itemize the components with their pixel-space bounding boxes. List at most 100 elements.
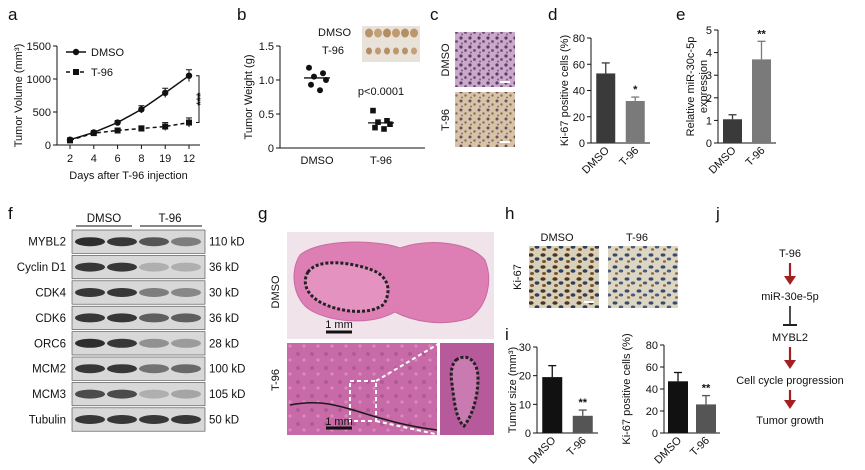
ihc-image-dmso <box>455 32 515 87</box>
chart-d-significance: * <box>633 84 638 96</box>
chart-a-xtick-label: 6 <box>115 153 121 165</box>
chart-b-ytick-label: 1.5 <box>259 41 274 53</box>
panel-letter-e: e <box>676 5 685 24</box>
panel-letter-a: a <box>8 5 18 24</box>
chart-i1-ylabel: Tumor size (mm³) <box>507 347 519 433</box>
blot-band <box>107 262 137 272</box>
chart-a-point-t96 <box>114 127 121 134</box>
chart-a-point-t96 <box>162 123 169 130</box>
blot-size-label: 30 kD <box>209 288 239 300</box>
chart-a-point-dmso <box>162 89 169 97</box>
chart-b-ytick-label: 1.0 <box>259 75 274 87</box>
blot-protein-label: Tubulin <box>29 415 66 427</box>
blot-size-label: 28 kD <box>209 338 239 350</box>
panel-letter-h: h <box>505 204 514 223</box>
blot-strip <box>71 280 206 305</box>
chart-i2-ytick-label: 20 <box>646 406 658 418</box>
chart-i1-bar-dmso <box>542 377 563 433</box>
blot-protein-label: MCM3 <box>32 389 66 401</box>
chart-d-ylabel: Ki-67 positive cells (%) <box>559 35 571 146</box>
blot-band <box>75 389 105 399</box>
blot-size-label: 105 kD <box>209 389 245 401</box>
panel-h-ki67: DMSO T-96 Ki-67 <box>512 232 678 308</box>
chart-a-point-dmso <box>114 119 121 126</box>
chart-e-significance: ** <box>757 28 766 40</box>
chart-i2-ytick-label: 80 <box>646 340 658 352</box>
chart-a-legend-marker <box>73 69 79 75</box>
ihc-row-label-t96: T-96 <box>440 109 452 131</box>
chart-i1-xtick-label: T-96 <box>565 435 589 459</box>
blot-band <box>107 288 137 297</box>
tumor-weight-scatter-chart: 0 0.5 1.0 1.5 DMSO T-96 Tumor Weight (g) p<0.00… <box>243 41 425 167</box>
blot-strip <box>71 255 206 280</box>
blot-band <box>139 262 169 272</box>
panel-c-ihc: DMSO T-96 <box>440 32 515 147</box>
panel-letter-c: c <box>430 5 439 24</box>
chart-d-ytick-label: 80 <box>573 33 585 45</box>
chart-i2-ylabel: Ki-67 positive cells (%) <box>621 333 633 444</box>
chart-i1-ytick-label: 30 <box>519 342 531 354</box>
chart-a-ytick-label: 1000 <box>27 74 51 86</box>
tumor-volume-line-chart: 0 500 1000 1500 2 4 6 8 19 12 Days after T-96 inje… <box>13 41 207 182</box>
chart-a-xtick-label: 8 <box>138 153 144 165</box>
chart-i1-ytick-label: 10 <box>519 399 531 411</box>
chart-d-ytick-label: 20 <box>573 112 585 124</box>
chart-a-point-t96 <box>186 119 192 126</box>
chart-b-ylabel: Tumor Weight (g) <box>243 55 255 140</box>
chart-i1-bar-t-96 <box>572 415 593 433</box>
pathway-node: MYBL2 <box>772 332 808 344</box>
blot-band <box>139 313 169 323</box>
chart-e-ytick-label: 1 <box>706 115 712 127</box>
ihc-row-label-dmso: DMSO <box>440 43 452 76</box>
chart-a-legend-marker <box>72 48 80 56</box>
blot-group-t96: T-96 <box>158 213 181 225</box>
chart-a-xtick-label: 4 <box>91 153 97 165</box>
blot-band <box>139 415 169 424</box>
chart-i2-bar-dmso <box>668 381 688 433</box>
chart-b-point-t96 <box>370 107 376 114</box>
blot-strip <box>71 331 206 356</box>
chart-a-xtick-label: 19 <box>159 153 171 165</box>
pathway-node: Tumor growth <box>756 415 823 427</box>
chart-e-ytick-label: 0 <box>706 138 712 150</box>
chart-b-annotation: p<0.0001 <box>358 86 404 98</box>
ki67-image-dmso <box>529 246 599 308</box>
blot-band <box>75 364 105 374</box>
blot-band <box>139 389 169 399</box>
chart-e-ytick-label: 3 <box>706 70 712 82</box>
chart-b-ytick-label: 0.5 <box>259 109 274 121</box>
chart-b-xtick-label: T-96 <box>370 155 392 167</box>
chart-a-xtick-label: 12 <box>183 153 195 165</box>
chart-a-ylabel: Tumor Volume (mm³) <box>13 44 25 148</box>
panel-letter-i: i <box>505 325 509 344</box>
panel-letter-g: g <box>258 204 267 223</box>
ki67-col-label-dmso: DMSO <box>541 232 574 244</box>
blot-band <box>75 262 105 272</box>
panel-letter-d: d <box>548 5 557 24</box>
chart-a-legend-label: DMSO <box>91 47 124 59</box>
blot-protein-label: Cyclin D1 <box>17 262 66 274</box>
brain-image-t96 <box>287 343 437 435</box>
tumor-photo-inset: DMSO T-96 <box>318 26 420 62</box>
chart-b-point-dmso <box>308 81 314 88</box>
tumor-photo-row-dmso <box>365 28 418 38</box>
chart-d-ytick-label: 0 <box>579 138 585 150</box>
blot-protein-label: MCM2 <box>32 364 66 376</box>
panel-g-brain: DMSO T-96 1 mm 1 mm <box>270 232 494 436</box>
pathway-node: Cell cycle progression <box>736 375 844 387</box>
blot-band <box>107 389 137 399</box>
blot-band <box>171 338 201 348</box>
chart-i2-ytick-label: 60 <box>646 362 658 374</box>
chart-b-xtick-label: DMSO <box>301 155 334 167</box>
brain-row-label-dmso: DMSO <box>270 275 282 308</box>
pathway-node: T-96 <box>779 248 801 260</box>
brain-edge-t96 <box>289 401 438 431</box>
chart-i1-ytick-label: 20 <box>519 371 531 383</box>
blot-band <box>75 313 105 323</box>
chart-e-xtick-label: T-96 <box>744 145 768 169</box>
tumor-outline-t96 <box>449 355 480 429</box>
panel-letter-j: j <box>715 204 720 223</box>
western-blot: DMSO T-96 MYBL2 110 kD Cyclin D1 36 kD CDK4 3… <box>17 213 245 432</box>
pathway-arrow-head <box>784 276 796 285</box>
